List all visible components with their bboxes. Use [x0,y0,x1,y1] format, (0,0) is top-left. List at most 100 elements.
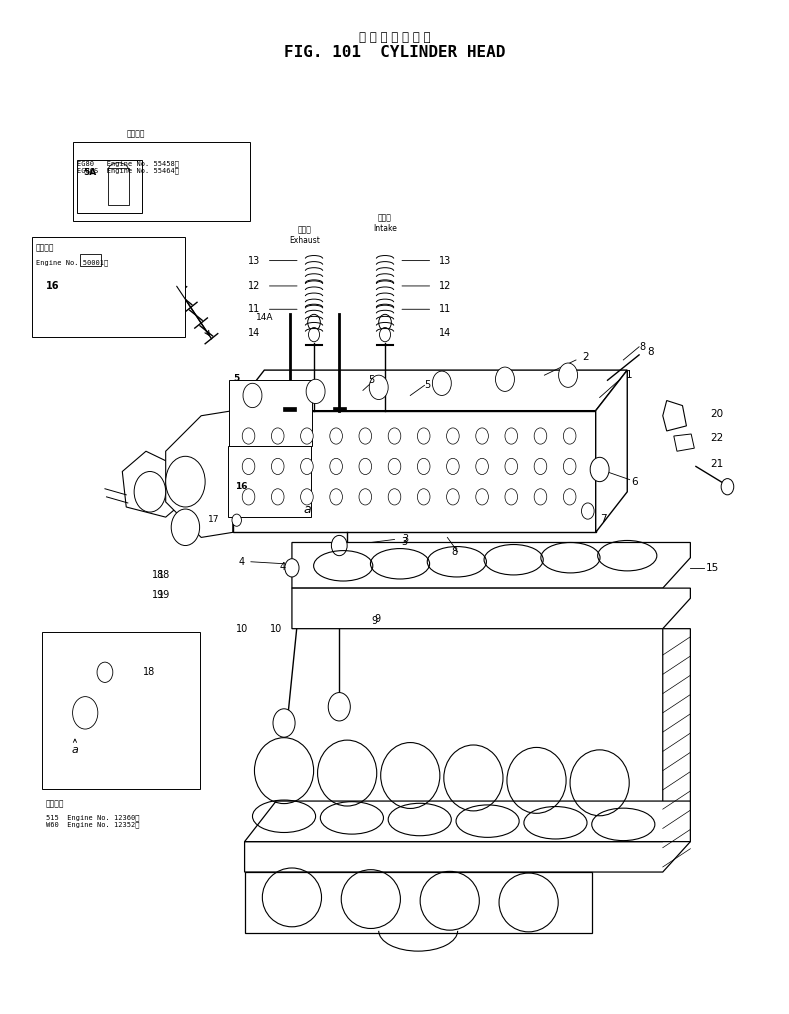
Circle shape [379,314,391,331]
Bar [228,446,311,517]
Polygon shape [245,801,690,842]
Polygon shape [245,872,592,933]
Text: 適用号機: 適用号機 [126,130,145,138]
Text: a: a [72,745,78,755]
Circle shape [73,697,98,729]
Text: 8: 8 [639,342,645,352]
Text: 8: 8 [647,347,653,357]
Circle shape [534,428,547,444]
Circle shape [505,428,518,444]
Circle shape [721,479,734,495]
Circle shape [388,428,401,444]
Circle shape [271,489,284,505]
Text: Intake: Intake [373,224,397,232]
Circle shape [242,489,255,505]
Circle shape [476,489,488,505]
Text: 5: 5 [233,374,239,383]
Text: 5A: 5A [84,168,97,177]
Text: 9: 9 [372,615,378,626]
Circle shape [306,379,325,404]
Polygon shape [292,588,690,629]
Text: Engine No. 50001～: Engine No. 50001～ [36,260,108,267]
Text: 1: 1 [626,370,632,380]
Circle shape [331,535,347,556]
Circle shape [301,458,313,475]
Text: 18: 18 [158,570,170,580]
Text: a: a [304,503,312,515]
Circle shape [328,693,350,721]
Polygon shape [245,629,690,872]
Circle shape [505,458,518,475]
Circle shape [273,709,295,737]
Circle shape [359,489,372,505]
Text: 3: 3 [401,537,407,548]
Text: 10: 10 [270,624,282,634]
Text: 16: 16 [235,483,248,491]
Circle shape [271,458,284,475]
Circle shape [301,428,313,444]
Circle shape [534,489,547,505]
Polygon shape [122,451,189,517]
Text: 適用号機: 適用号機 [46,799,64,808]
Circle shape [243,383,262,408]
Circle shape [330,458,342,475]
Text: 4: 4 [238,557,245,567]
Circle shape [330,489,342,505]
Circle shape [447,489,459,505]
Circle shape [563,428,576,444]
Circle shape [369,375,388,400]
Polygon shape [596,370,627,532]
Polygon shape [233,370,627,411]
Circle shape [359,458,372,475]
Bar [333,407,346,411]
Circle shape [271,428,284,444]
Text: 11: 11 [248,304,260,314]
Circle shape [232,514,241,526]
Polygon shape [166,411,233,537]
Text: 排　気: 排 気 [297,226,312,234]
Circle shape [242,428,255,444]
Circle shape [242,458,255,475]
Circle shape [505,489,518,505]
Text: 10: 10 [236,624,249,634]
Text: 12: 12 [439,281,451,291]
Circle shape [388,458,401,475]
Bar [42,632,200,789]
Circle shape [559,363,578,387]
Text: 18: 18 [151,570,164,580]
Circle shape [590,457,609,482]
Bar [80,254,101,266]
Text: 18: 18 [143,667,155,677]
Circle shape [330,428,342,444]
Text: Exhaust: Exhaust [289,236,320,244]
Circle shape [417,428,430,444]
Text: 12: 12 [248,281,260,291]
Circle shape [581,503,594,519]
Circle shape [563,458,576,475]
Circle shape [285,559,299,577]
Circle shape [308,314,320,331]
Circle shape [301,489,313,505]
Polygon shape [292,542,690,588]
Circle shape [495,367,514,391]
Text: 13: 13 [248,256,260,266]
Text: 19: 19 [158,590,170,600]
Circle shape [447,428,459,444]
Text: 14: 14 [439,328,451,338]
Circle shape [134,472,166,512]
Text: 20: 20 [710,409,724,419]
Text: FIG. 101  CYLINDER HEAD: FIG. 101 CYLINDER HEAD [284,46,505,60]
Text: 11: 11 [439,304,451,314]
Text: EG80   Engine No. 55458～
EG80S  Engine No. 55464～: EG80 Engine No. 55458～ EG80S Engine No. … [77,160,178,174]
Text: 15: 15 [706,563,720,573]
Circle shape [359,428,372,444]
Text: 7: 7 [600,514,606,524]
Circle shape [417,458,430,475]
Circle shape [97,662,113,682]
Circle shape [380,328,391,342]
Circle shape [171,509,200,546]
Text: 8: 8 [451,547,458,557]
Text: 21: 21 [710,459,724,469]
Bar [108,168,129,205]
Text: 適用号機: 適用号機 [36,243,54,252]
